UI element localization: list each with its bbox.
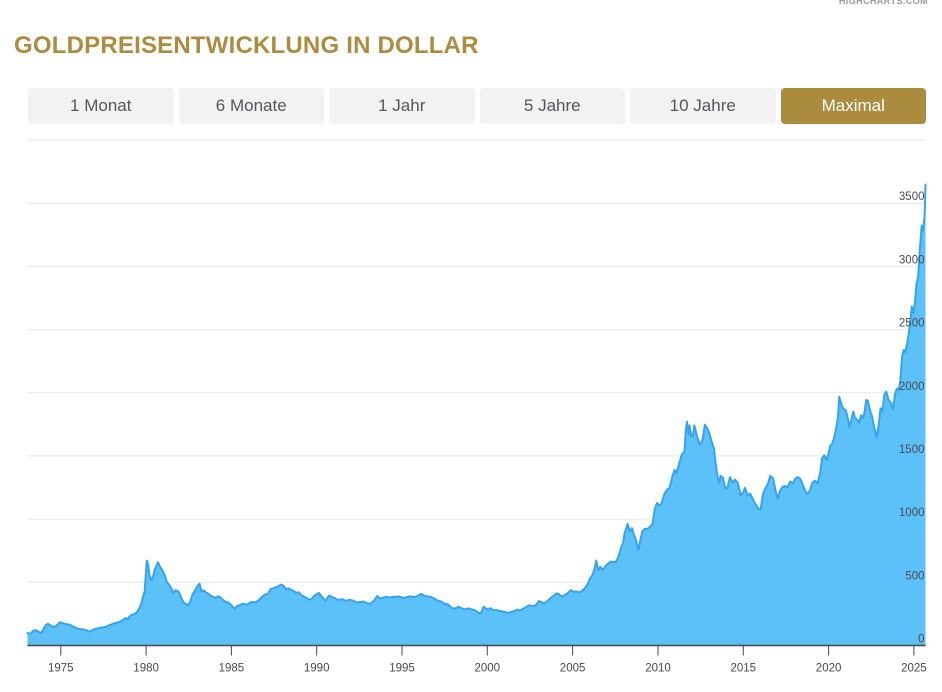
x-axis-label: 1990 xyxy=(304,663,330,675)
y-axis-label: 2000 xyxy=(899,381,925,393)
y-axis-label: 0 xyxy=(918,634,924,646)
x-axis-label: 1985 xyxy=(219,663,245,675)
range-button-10-jahre[interactable]: 10 Jahre xyxy=(630,88,776,124)
range-button-1-jahr[interactable]: 1 Jahr xyxy=(329,88,475,124)
x-axis-label: 2005 xyxy=(560,663,586,675)
y-axis-label: 3000 xyxy=(899,254,925,266)
x-axis-label: 2020 xyxy=(816,663,842,675)
gold-area-line xyxy=(26,183,927,635)
page-title: GOLDPREISENTWICKLUNG IN DOLLAR xyxy=(14,32,479,59)
range-button-5-jahre[interactable]: 5 Jahre xyxy=(479,88,625,124)
y-axis-label: 1000 xyxy=(899,507,925,519)
y-axis-label: 1500 xyxy=(899,444,925,456)
y-axis-label: 2500 xyxy=(899,318,925,330)
x-axis-label: 2015 xyxy=(731,663,757,675)
y-axis-label: 3500 xyxy=(899,191,925,203)
range-button-6-monate[interactable]: 6 Monate xyxy=(178,88,324,124)
x-axis-label: 1980 xyxy=(133,663,159,675)
x-axis-label: 1995 xyxy=(389,663,415,675)
y-axis-label: 500 xyxy=(905,570,924,582)
highcharts-watermark: HIGHCHARTS.COM xyxy=(838,0,928,6)
x-axis-label: 2010 xyxy=(645,663,671,675)
gold-area-fill xyxy=(27,184,926,646)
range-selector: 1 Monat 6 Monate 1 Jahr 5 Jahre 10 Jahre Maxi… xyxy=(28,88,926,124)
x-axis-label: 2025 xyxy=(901,663,927,675)
range-button-1-monat[interactable]: 1 Monat xyxy=(28,88,174,124)
x-axis-label: 2000 xyxy=(475,663,501,675)
range-button-maximal[interactable]: Maximal xyxy=(780,88,926,124)
x-axis-label: 1975 xyxy=(48,663,74,675)
